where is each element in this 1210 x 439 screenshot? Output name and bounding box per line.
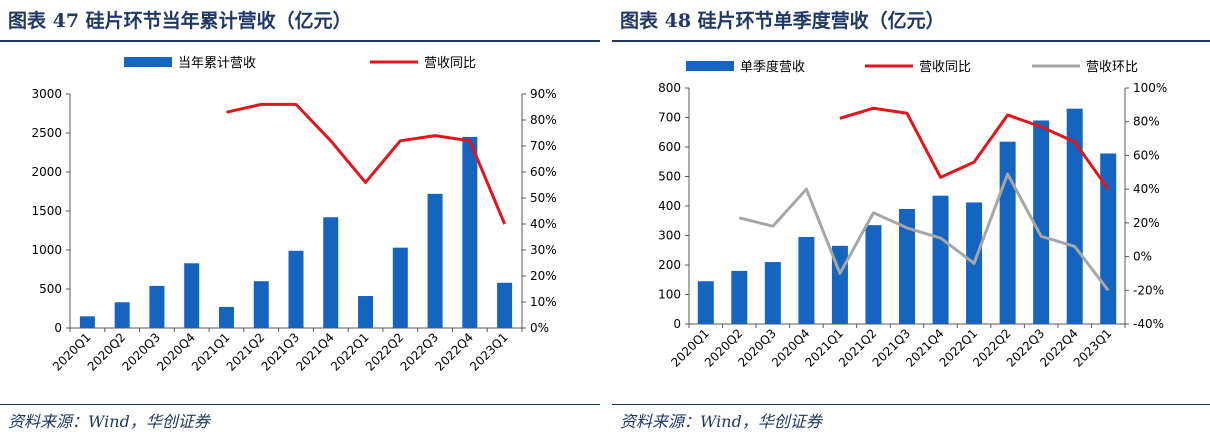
bar — [497, 282, 513, 328]
x-tick-label: 2023Q1 — [467, 330, 511, 374]
title-rule — [0, 40, 600, 42]
y-tick-label-right: 30% — [530, 243, 557, 257]
y-tick-label-right: 40% — [1133, 182, 1160, 196]
y-tick-label-left: 0 — [673, 317, 681, 331]
y-tick-label-left: 500 — [658, 170, 681, 184]
legend-label: 当年累计营收 — [178, 56, 256, 71]
bar — [899, 208, 915, 324]
figure-title: 图表 47 硅片环节当年累计营收（亿元） — [8, 10, 352, 32]
bar — [1066, 108, 1083, 325]
y-tick-label-right: 0% — [1133, 250, 1152, 264]
legend-label: 单季度营收 — [740, 59, 805, 75]
revenue-quarterly-chart: 0 100 200 300 400 500 600 700 800 -40% -20% 0% 20% 40… — [658, 59, 1167, 370]
y-tick-label-left: 700 — [658, 111, 681, 125]
source-note: 资料来源：Wind，华创证券 — [620, 412, 822, 431]
y-tick-label-right: 40% — [530, 217, 557, 231]
y-tick-label-left: 300 — [658, 229, 681, 243]
revenue-cumulative-chart: 0 500 1000 1500 2000 2500 3000 0% 10% 20% 30% 40% 50… — [31, 56, 557, 374]
legend-swatch-bar — [124, 57, 172, 67]
y-tick-label-right: 70% — [530, 139, 557, 153]
bar — [932, 195, 949, 324]
y-tick-label-left: 1000 — [31, 243, 62, 257]
bar — [288, 250, 304, 328]
legend-label: 营收环比 — [1086, 60, 1138, 75]
bar — [999, 141, 1016, 324]
bar — [1033, 120, 1050, 324]
y-tick-label-right: -20% — [1133, 283, 1164, 297]
bar — [427, 193, 443, 328]
bar — [697, 281, 714, 324]
bar — [323, 217, 339, 328]
y-tick-label-right: -40% — [1133, 317, 1164, 331]
y-tick-label-right: 90% — [530, 87, 557, 101]
bar — [865, 225, 882, 324]
source-note: 资料来源：Wind，华创证券 — [8, 412, 210, 431]
y-tick-label-left: 200 — [658, 258, 681, 272]
y-tick-label-right: 80% — [1133, 115, 1160, 129]
chart-panel-48: 图表 48 硅片环节单季度营收（亿元） 0 100 200 300 400 500 600 7… — [612, 0, 1210, 439]
y-tick-label-left: 800 — [658, 81, 681, 95]
figure-title: 图表 48 硅片环节单季度营收（亿元） — [620, 10, 945, 32]
y-tick-label-left: 0 — [54, 321, 62, 335]
bar — [149, 285, 165, 328]
y-tick-label-left: 400 — [658, 199, 681, 213]
bar — [114, 302, 130, 328]
y-tick-label-left: 3000 — [31, 87, 62, 101]
y-tick-label-right: 20% — [530, 269, 557, 283]
source-rule — [612, 404, 1210, 405]
title-rule — [612, 40, 1210, 42]
y-tick-label-left: 2500 — [31, 126, 62, 140]
bar — [253, 281, 269, 328]
bar — [358, 296, 374, 328]
y-tick-label-right: 10% — [530, 295, 557, 309]
y-tick-label-right: 60% — [1133, 148, 1160, 162]
y-tick-label-right: 20% — [1133, 216, 1160, 230]
y-tick-label-right: 60% — [530, 165, 557, 179]
bar — [184, 263, 200, 328]
bar — [1100, 153, 1117, 324]
legend-swatch-bar — [686, 61, 734, 71]
bar — [764, 262, 781, 324]
y-tick-label-right: 100% — [1133, 81, 1167, 95]
bar — [731, 270, 748, 324]
qoq-line — [738, 172, 1110, 292]
y-tick-label-left: 2000 — [31, 165, 62, 179]
y-tick-label-right: 80% — [530, 113, 557, 127]
bar — [79, 316, 95, 328]
yoy-line — [839, 106, 1110, 191]
y-tick-label-left: 100 — [658, 288, 681, 302]
chart-panel-47: 图表 47 硅片环节当年累计营收（亿元） 0 500 1000 1500 2000 250… — [0, 0, 600, 439]
legend-label: 营收同比 — [919, 60, 971, 75]
y-tick-label-right: 0% — [530, 321, 549, 335]
legend-label: 营收同比 — [424, 56, 476, 71]
bar — [392, 247, 408, 328]
yoy-line — [226, 102, 506, 225]
y-tick-label-left: 500 — [39, 282, 62, 296]
y-tick-label-left: 600 — [658, 140, 681, 154]
bar — [218, 306, 234, 328]
y-tick-label-left: 1500 — [31, 204, 62, 218]
source-rule — [0, 404, 600, 405]
bar — [798, 236, 815, 324]
bar — [462, 136, 478, 328]
y-tick-label-right: 50% — [530, 191, 557, 205]
